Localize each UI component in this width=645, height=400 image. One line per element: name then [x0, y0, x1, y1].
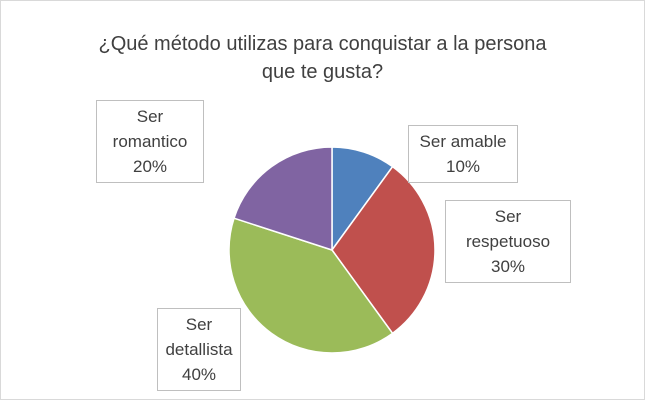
- percent-label: 30%: [490, 257, 526, 276]
- category-label: Ser detallista: [165, 315, 233, 359]
- chart-title: ¿Qué método utilizas para conquistar a l…: [98, 33, 547, 83]
- pie-slice: [233, 146, 333, 252]
- pie-slice: [228, 217, 394, 354]
- data-label: Ser amable 10%: [408, 125, 518, 183]
- data-label: Ser romantico 20%: [96, 100, 204, 183]
- category-label: Ser romantico: [112, 107, 188, 151]
- data-label: Ser respetuoso 30%: [445, 200, 571, 283]
- data-label: Ser detallista 40%: [157, 308, 241, 391]
- category-label: Ser amable: [419, 132, 507, 151]
- percent-label: 10%: [445, 157, 481, 176]
- percent-label: 20%: [132, 157, 168, 176]
- category-label: Ser respetuoso: [465, 207, 551, 251]
- percent-label: 40%: [181, 365, 217, 384]
